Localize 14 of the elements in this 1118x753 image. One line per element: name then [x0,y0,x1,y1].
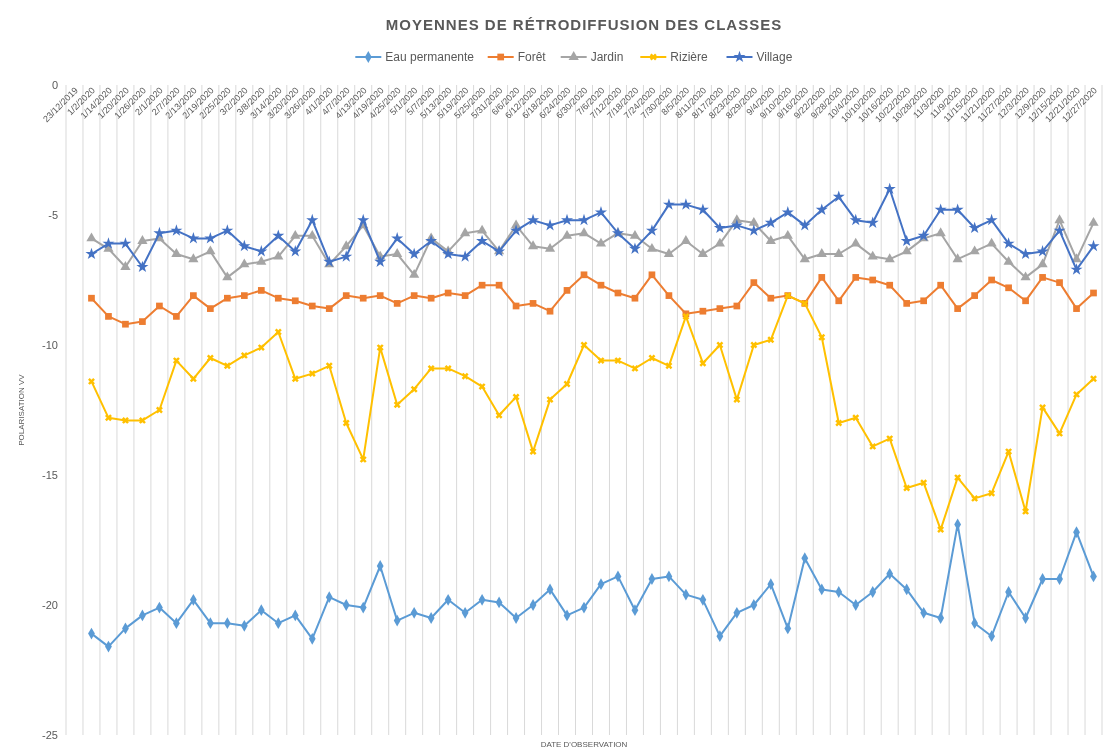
legend-label: Jardin [590,50,624,65]
x-axis-title: DATE D'OBSERVATION [540,740,628,749]
y-tick-label: -5 [48,208,58,221]
y-axis-title: POLARISATION VV [17,373,26,446]
legend-label: Eau permanente [385,50,475,65]
legend-label: Forêt [517,50,547,65]
y-tick-label: 0 [51,78,58,91]
legend-label: Village [756,50,793,65]
y-tick-label: -20 [42,598,58,611]
chart-title: MOYENNES DE RÉTRODIFFUSION DES CLASSES [385,16,783,33]
y-tick-label: -10 [42,338,58,351]
y-tick-label: -25 [42,728,58,741]
legend-label: Rizière [670,50,708,65]
y-tick-label: -15 [42,468,58,481]
